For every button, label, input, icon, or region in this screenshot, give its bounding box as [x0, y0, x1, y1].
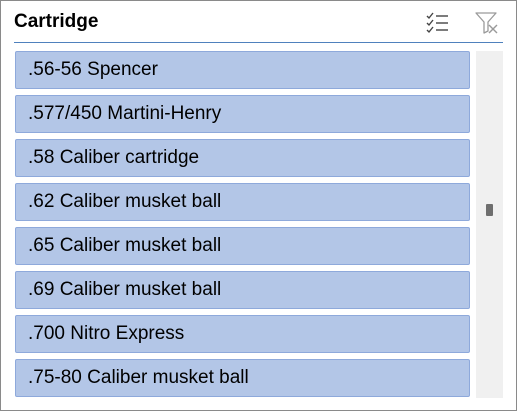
slicer-item-label: .62 Caliber musket ball	[28, 191, 222, 212]
slicer-item-label: .700 Nitro Express	[28, 323, 185, 344]
slicer-item[interactable]: .62 Caliber musket ball	[15, 183, 470, 221]
clear-filter-icon	[475, 12, 498, 34]
slicer-item-label: .69 Caliber musket ball	[28, 279, 222, 300]
slicer-item[interactable]: .69 Caliber musket ball	[15, 271, 470, 309]
slicer-item-label: .56-56 Spencer	[28, 59, 158, 80]
slicer-title: Cartridge	[14, 11, 99, 32]
slicer-item[interactable]: .700 Nitro Express	[15, 315, 470, 353]
slicer-item[interactable]: .75-80 Caliber musket ball	[15, 359, 470, 397]
scrollbar-thumb[interactable]	[486, 204, 493, 216]
slicer-item-label: .75-80 Caliber musket ball	[28, 367, 249, 388]
slicer-item-label: .58 Caliber cartridge	[28, 147, 200, 168]
slicer-item[interactable]: .58 Caliber cartridge	[15, 139, 470, 177]
slicer-item[interactable]: .65 Caliber musket ball	[15, 227, 470, 265]
slicer-item[interactable]: .577/450 Martini-Henry	[15, 95, 470, 133]
clear-filter-button[interactable]	[473, 9, 501, 37]
vertical-scrollbar[interactable]	[476, 51, 503, 398]
slicer-header: Cartridge	[1, 1, 516, 43]
slicer-item-list: .56-56 Spencer .577/450 Martini-Henry .5…	[15, 51, 470, 398]
multi-select-button[interactable]	[423, 9, 451, 37]
multi-select-icon	[426, 12, 448, 34]
header-divider	[14, 42, 503, 43]
slicer-item[interactable]: .56-56 Spencer	[15, 51, 470, 89]
slicer-item-label: .65 Caliber musket ball	[28, 235, 222, 256]
slicer-item-label: .577/450 Martini-Henry	[28, 103, 222, 124]
